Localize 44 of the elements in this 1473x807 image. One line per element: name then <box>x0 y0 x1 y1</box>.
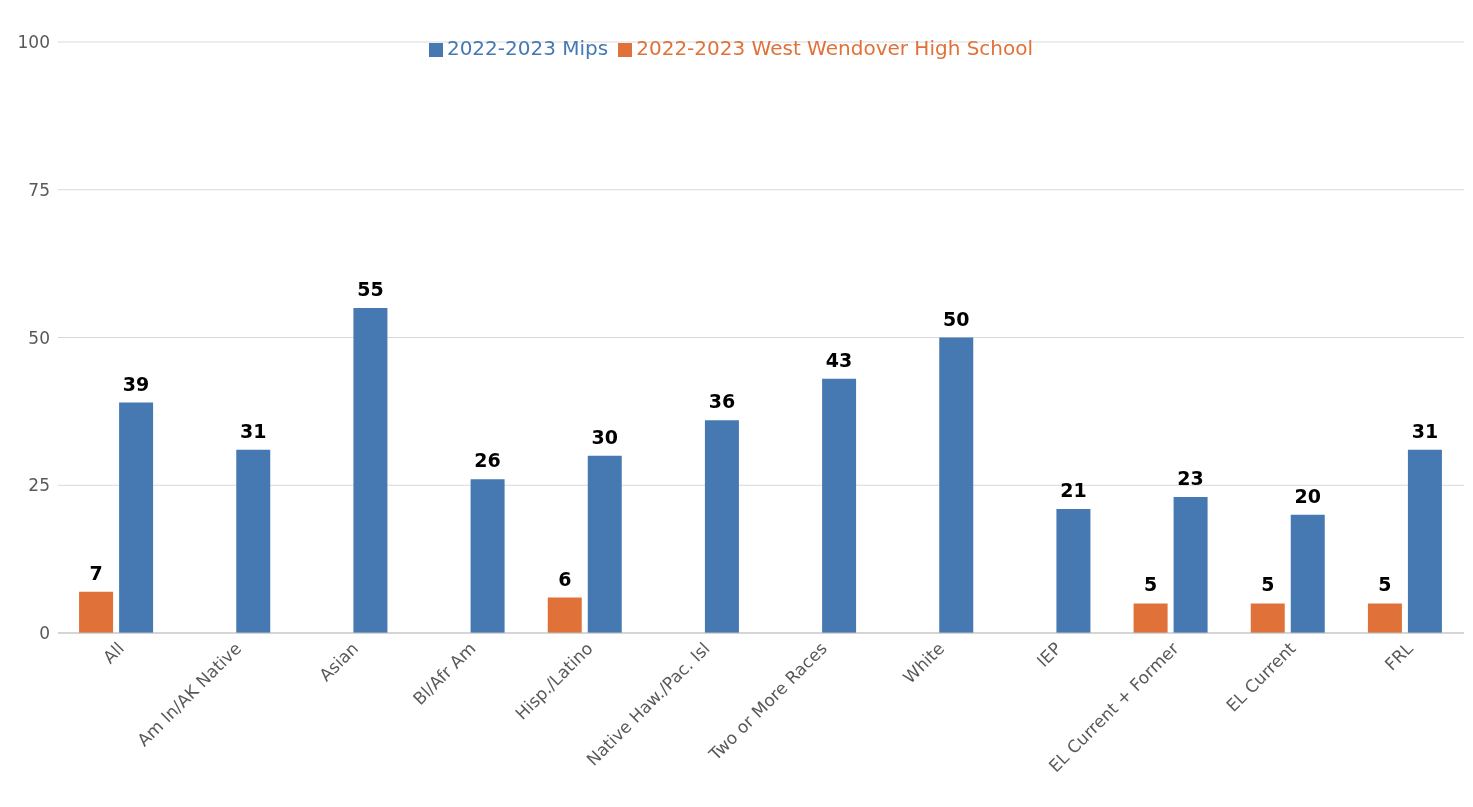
bar <box>939 337 974 633</box>
data-label: 31 <box>240 419 267 442</box>
bar <box>470 479 505 633</box>
data-label: 39 <box>122 372 150 395</box>
bar <box>822 378 857 633</box>
data-label: 55 <box>357 277 384 300</box>
data-label: 36 <box>708 390 736 413</box>
data-label: 5 <box>1143 573 1158 596</box>
data-label: 20 <box>1294 484 1321 507</box>
data-label: 31 <box>1411 419 1439 442</box>
bar <box>1407 449 1442 633</box>
bar <box>1250 603 1285 633</box>
bar <box>79 591 114 633</box>
bar <box>547 597 582 633</box>
data-label: 7 <box>89 561 103 584</box>
y-tick-label: 0 <box>39 623 50 644</box>
data-label: 5 <box>1261 573 1275 596</box>
data-label: 30 <box>591 425 618 448</box>
y-tick-label: 75 <box>28 179 50 200</box>
legend-label: 2022-2023 Mips <box>446 36 609 60</box>
y-tick-label: 25 <box>28 475 50 496</box>
data-label: 43 <box>825 348 853 371</box>
data-label: 50 <box>943 307 970 330</box>
legend-label: 2022-2023 West Wendover High School <box>636 36 1034 60</box>
x-tick-label: FRL <box>1380 637 1418 675</box>
x-tick-label: All <box>98 638 128 668</box>
bar <box>704 420 739 633</box>
bar <box>1133 603 1168 633</box>
data-label: 23 <box>1177 467 1204 490</box>
data-label: 26 <box>474 449 501 472</box>
y-tick-label: 100 <box>17 32 50 53</box>
bar <box>1173 497 1208 633</box>
x-tick-label: IEP <box>1032 638 1066 671</box>
bar <box>1290 514 1325 633</box>
y-tick-label: 50 <box>28 327 50 348</box>
data-label: 21 <box>1060 478 1087 501</box>
data-label: 6 <box>558 567 572 590</box>
bar <box>119 402 154 633</box>
bar <box>1056 508 1091 633</box>
data-label: 5 <box>1378 573 1392 596</box>
bar <box>1367 603 1402 633</box>
bar <box>353 307 388 633</box>
bar <box>236 449 271 633</box>
bar <box>587 455 622 633</box>
